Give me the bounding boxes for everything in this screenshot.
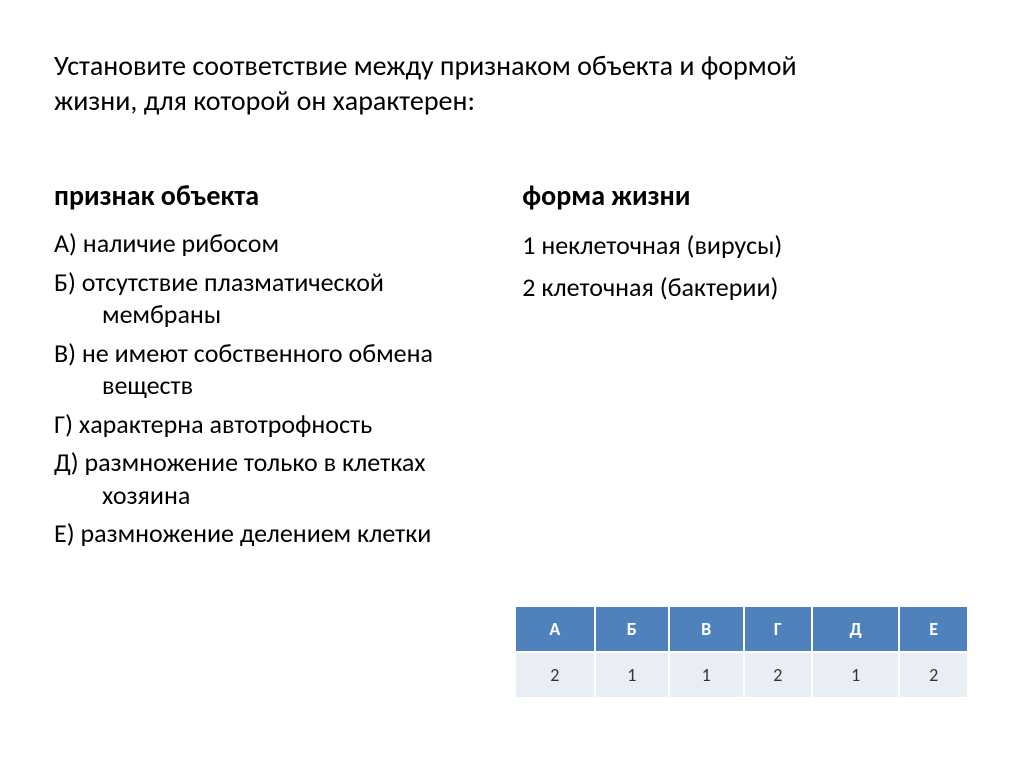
table-header-cell: В xyxy=(669,606,744,652)
right-column: форма жизни 1 неклеточная (вирусы) 2 кле… xyxy=(522,178,970,556)
table-value-row: 2 1 1 2 1 2 xyxy=(515,652,968,698)
table-value-cell: 1 xyxy=(669,652,744,698)
left-item: Д) размножение только в клетках хозяина xyxy=(54,446,482,511)
table-header-cell: Б xyxy=(595,606,669,652)
question-prompt: Установите соответствие между признаком … xyxy=(54,48,874,118)
table-value-cell: 1 xyxy=(595,652,669,698)
left-title: признак объекта xyxy=(54,178,482,213)
table-value-cell: 2 xyxy=(515,652,595,698)
table-header-cell: Е xyxy=(899,606,968,652)
right-option: 1 неклеточная (вирусы) xyxy=(522,227,970,265)
left-item: А) наличие рибосом xyxy=(54,227,482,260)
table-header-cell: Г xyxy=(744,606,813,652)
table-value-cell: 2 xyxy=(744,652,813,698)
right-title: форма жизни xyxy=(522,178,970,213)
left-item: В) не имеют собственного обмена веществ xyxy=(54,337,482,402)
table-header-cell: А xyxy=(515,606,595,652)
table-header-row: А Б В Г Д Е xyxy=(515,606,968,652)
left-item: Б) отсутствие плазматической мембраны xyxy=(54,266,482,331)
right-option: 2 клеточная (бактерии) xyxy=(522,269,970,307)
left-item: Е) размножение делением клетки xyxy=(54,517,482,550)
left-item: Г) характерна автотрофность xyxy=(54,408,482,441)
left-column: признак объекта А) наличие рибосом Б) от… xyxy=(54,178,482,556)
table-header-cell: Д xyxy=(812,606,899,652)
table-value-cell: 2 xyxy=(899,652,968,698)
table-value-cell: 1 xyxy=(812,652,899,698)
answer-table: А Б В Г Д Е 2 1 1 2 1 2 xyxy=(514,605,969,699)
columns-wrap: признак объекта А) наличие рибосом Б) от… xyxy=(54,178,970,556)
